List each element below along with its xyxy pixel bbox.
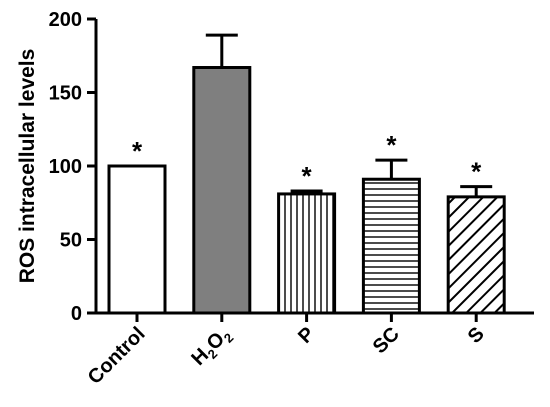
y-tick-label: 0 bbox=[71, 303, 82, 325]
x-tick-label-part: P bbox=[294, 323, 319, 348]
bar bbox=[192, 66, 252, 315]
bar-group: * bbox=[107, 136, 167, 315]
bars: * * * * bbox=[107, 33, 506, 315]
y-axis: 0 50 100 150 200 bbox=[49, 9, 98, 325]
y-tick-label: 100 bbox=[49, 156, 82, 178]
y-tick-label: 200 bbox=[49, 9, 82, 31]
x-tick-label: S bbox=[464, 323, 489, 348]
x-tick-label-part: Control bbox=[84, 323, 150, 389]
significance-marker: * bbox=[132, 136, 143, 166]
bar-group bbox=[192, 33, 252, 315]
bar bbox=[446, 195, 506, 315]
bar bbox=[107, 164, 167, 315]
bar bbox=[277, 192, 337, 315]
x-tick-label-part: S bbox=[464, 323, 489, 348]
y-tick-label: 150 bbox=[49, 83, 82, 105]
bar-group: * bbox=[446, 157, 506, 315]
y-axis-label: ROS intracellular levels bbox=[16, 49, 39, 284]
x-tick-label: SC bbox=[369, 323, 404, 358]
bar bbox=[361, 177, 421, 315]
y-tick-label: 50 bbox=[60, 230, 82, 252]
significance-marker: * bbox=[302, 161, 313, 191]
x-tick-label: H2O2 bbox=[187, 323, 236, 372]
x-tick-label: Control bbox=[84, 323, 150, 389]
bar-group: * bbox=[277, 161, 337, 315]
x-axis: Control H2O2 P SC S bbox=[84, 311, 534, 389]
significance-marker: * bbox=[386, 130, 397, 160]
x-tick-label-part: SC bbox=[369, 323, 404, 358]
x-tick-label: P bbox=[294, 323, 319, 348]
bar-group: * bbox=[361, 130, 421, 315]
significance-marker: * bbox=[471, 157, 482, 187]
